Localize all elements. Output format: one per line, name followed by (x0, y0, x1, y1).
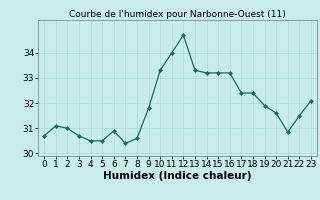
Title: Courbe de l'humidex pour Narbonne-Ouest (11): Courbe de l'humidex pour Narbonne-Ouest … (69, 10, 286, 19)
X-axis label: Humidex (Indice chaleur): Humidex (Indice chaleur) (103, 171, 252, 181)
